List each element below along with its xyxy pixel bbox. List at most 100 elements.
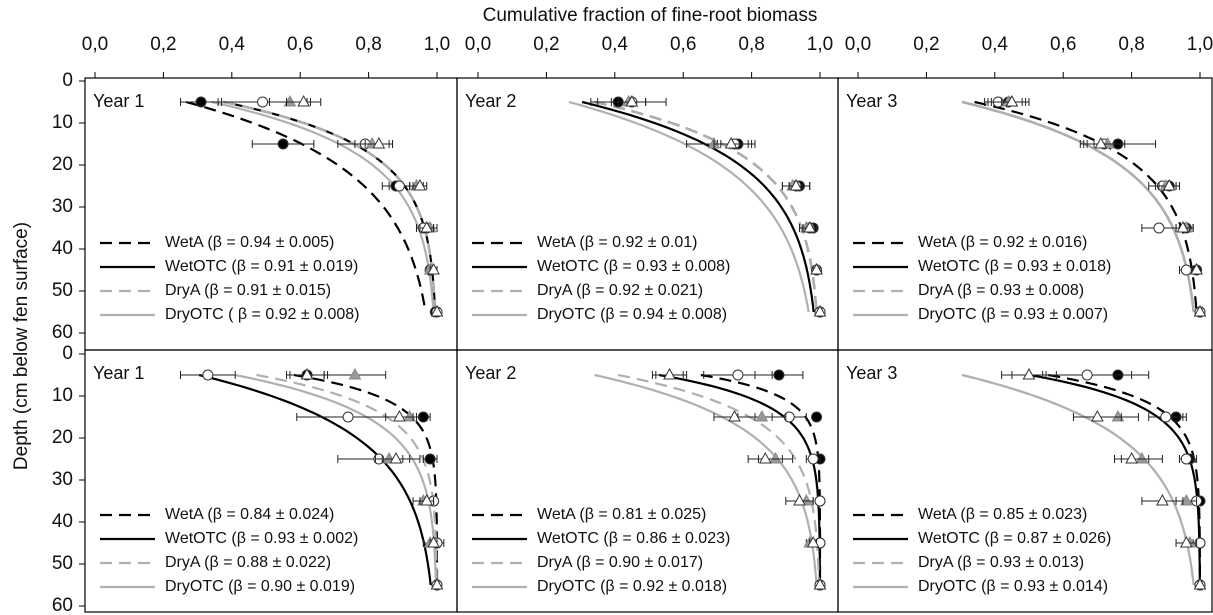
data-point [755, 409, 769, 422]
y-tick-label: 0 [62, 70, 73, 91]
panel-title: Year 1 [93, 363, 144, 383]
y-tick-label: 10 [52, 112, 73, 133]
data-point [1153, 222, 1165, 234]
panel-title: Year 2 [465, 91, 516, 111]
fit-curve [617, 373, 821, 586]
x-tick-label: 0,6 [1050, 34, 1076, 55]
data-point [348, 367, 362, 380]
legend-label: DryA (β = 0.93 ± 0.008) [918, 282, 1084, 299]
legend-label: DryOTC (β = 0.93 ± 0.007) [918, 306, 1108, 323]
y-tick-label: 10 [52, 385, 73, 406]
data-point [427, 535, 440, 548]
data-point [393, 409, 406, 422]
legend-label: DryOTC (β = 0.90 ± 0.019) [165, 578, 355, 595]
data-point [1179, 493, 1193, 506]
x-tick-label: 0,6 [287, 34, 313, 55]
x-tick-label: 1,0 [1187, 34, 1213, 55]
y-tick-label: 30 [52, 469, 73, 490]
data-point [372, 136, 386, 149]
legend-label: DryOTC (β = 0.94 ± 0.008) [537, 306, 727, 323]
data-point [1190, 262, 1203, 275]
data-point [789, 178, 803, 191]
legend-label: DryOTC (β = 0.92 ± 0.018) [537, 578, 727, 595]
x-tick-label: 0,8 [355, 34, 381, 55]
y-tick-label: 50 [52, 553, 73, 574]
fit-curve [961, 373, 1195, 586]
x-tick-label: 1,0 [424, 34, 450, 55]
panel-frame [84, 349, 458, 613]
panel-title: Year 2 [465, 363, 516, 383]
data-point [300, 367, 314, 380]
data-point [732, 369, 744, 381]
data-point [1162, 178, 1176, 191]
y-tick-label: 20 [52, 154, 73, 175]
data-point [257, 96, 269, 108]
y-tick-label: 50 [52, 280, 73, 301]
data-point [1160, 411, 1172, 423]
fit-curve [581, 100, 815, 313]
fit-curve [961, 100, 1195, 313]
data-point [803, 220, 817, 233]
legend-label: WetA (β = 0.92 ± 0.01) [537, 234, 697, 251]
x-tick-label: 0,0 [845, 34, 871, 55]
data-point [389, 451, 403, 464]
data-point [420, 493, 434, 506]
data-point [202, 369, 214, 381]
fit-curve [185, 100, 427, 313]
data-point [724, 136, 738, 149]
legend-label: WetOTC (β = 0.87 ± 0.026) [918, 530, 1111, 547]
data-point [773, 369, 785, 381]
fit-curve [1029, 373, 1201, 585]
y-tick-label: 60 [52, 322, 73, 343]
panel-frame [837, 349, 1213, 613]
data-point [1081, 369, 1093, 381]
data-point [420, 220, 434, 233]
data-point [625, 94, 639, 107]
panel-title: Year 1 [93, 91, 144, 111]
data-point [811, 411, 823, 423]
panel-title: Year 3 [846, 363, 897, 383]
fit-curve [594, 100, 818, 313]
data-point [769, 451, 782, 464]
x-axis-title: Cumulative fraction of fine-root biomass [483, 5, 818, 26]
y-tick-label: 40 [52, 238, 73, 259]
data-point [1022, 367, 1036, 380]
fit-curve [234, 373, 438, 586]
fit-curve [658, 373, 821, 585]
fit-curve [293, 373, 439, 585]
x-tick-label: 1,0 [807, 34, 833, 55]
data-point [1180, 264, 1192, 276]
x-tick-label: 0,4 [602, 34, 629, 55]
data-point [403, 409, 416, 422]
data-point [427, 262, 440, 275]
legend-label: WetA (β = 0.92 ± 0.016) [918, 234, 1087, 251]
data-point [1094, 136, 1108, 149]
data-point [430, 304, 444, 317]
legend-label: WetA (β = 0.84 ± 0.024) [165, 506, 334, 523]
data-point [195, 96, 207, 108]
data-point [283, 94, 297, 107]
data-point [1125, 451, 1138, 464]
fit-curve [223, 100, 437, 313]
data-point [806, 535, 820, 548]
data-point [277, 138, 289, 150]
legend-label: WetOTC (β = 0.86 ± 0.023) [537, 530, 730, 547]
legend-label: DryOTC ( β = 0.92 ± 0.008) [165, 306, 360, 323]
legend-label: DryA (β = 0.90 ± 0.017) [537, 554, 703, 571]
data-point [663, 367, 676, 380]
x-tick-label: 0,0 [465, 34, 491, 55]
x-tick-label: 0,6 [670, 34, 696, 55]
data-point [1111, 409, 1125, 422]
x-tick-label: 0,8 [1118, 34, 1144, 55]
y-tick-label: 0 [62, 343, 73, 364]
data-point [1193, 304, 1207, 317]
fit-curve [568, 100, 810, 313]
data-point [1091, 409, 1104, 422]
data-point [342, 411, 354, 423]
legend-label: WetA (β = 0.94 ± 0.005) [165, 234, 334, 251]
data-point [413, 178, 427, 191]
data-point [1135, 451, 1149, 464]
fit-curve [198, 373, 432, 586]
data-point [393, 180, 405, 192]
